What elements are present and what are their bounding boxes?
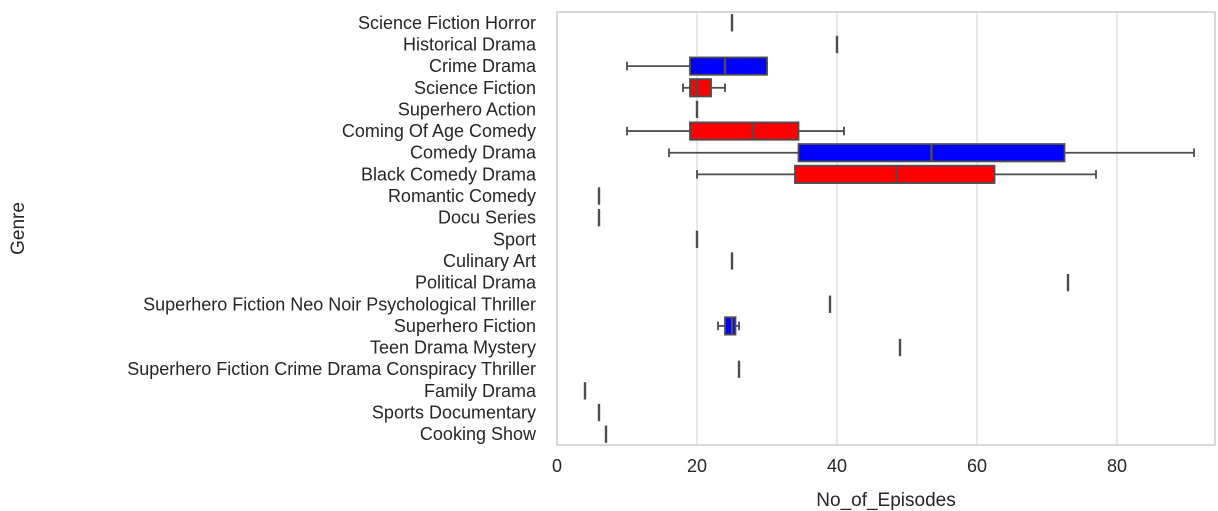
y-tick-label: Superhero Fiction <box>394 316 536 336</box>
x-tick-labels: 0 20 40 60 80 <box>552 456 1127 476</box>
y-axis-label: Genre <box>8 202 29 255</box>
y-tick-label: Superhero Fiction Neo Noir Psychological… <box>143 294 536 314</box>
box-blue <box>724 316 737 336</box>
boxes <box>583 14 1195 443</box>
plot-frame <box>556 11 1216 446</box>
y-tick-label: Historical Drama <box>403 34 537 54</box>
x-tick-label-80: 80 <box>1107 456 1127 476</box>
box-red <box>794 164 996 184</box>
box-group <box>682 78 726 98</box>
y-tick-label: Crime Drama <box>429 56 537 76</box>
box-group <box>626 56 768 76</box>
grid-lines <box>696 12 1118 445</box>
y-tick-label: Superhero Action <box>398 99 536 119</box>
box-red <box>689 78 712 98</box>
y-tick-label: Sports Documentary <box>372 403 536 423</box>
x-tick-label-60: 60 <box>967 456 987 476</box>
y-tick-label: Docu Series <box>438 208 536 228</box>
y-tick-label: Science Fiction Horror <box>358 13 536 33</box>
y-tick-label: Superhero Fiction Crime Drama Conspiracy… <box>127 359 536 379</box>
y-tick-label: Cooking Show <box>420 424 537 444</box>
y-tick-label: Romantic Comedy <box>388 186 536 206</box>
y-tick-label: Comedy Drama <box>410 143 537 163</box>
y-tick-label: Coming Of Age Comedy <box>342 121 536 141</box>
y-tick-label: Science Fiction <box>414 78 536 98</box>
y-tick-label: Culinary Art <box>443 251 536 271</box>
x-axis-label: No_of_Episodes <box>816 490 955 511</box>
y-tick-label: Black Comedy Drama <box>361 164 537 184</box>
y-tick-label: Political Drama <box>415 273 537 293</box>
y-tick-label: Teen Drama Mystery <box>370 338 536 358</box>
box-group <box>717 316 740 336</box>
box-blue <box>689 56 768 76</box>
box-group <box>668 143 1195 163</box>
x-tick-label-20: 20 <box>687 456 707 476</box>
y-tick-label: Family Drama <box>424 381 537 401</box>
x-tick-label-0: 0 <box>552 456 562 476</box>
box-group <box>626 121 845 141</box>
x-tick-label-40: 40 <box>827 456 847 476</box>
box-red <box>689 121 800 141</box>
box-group <box>696 164 1097 184</box>
y-tick-label: Sport <box>493 229 536 249</box>
